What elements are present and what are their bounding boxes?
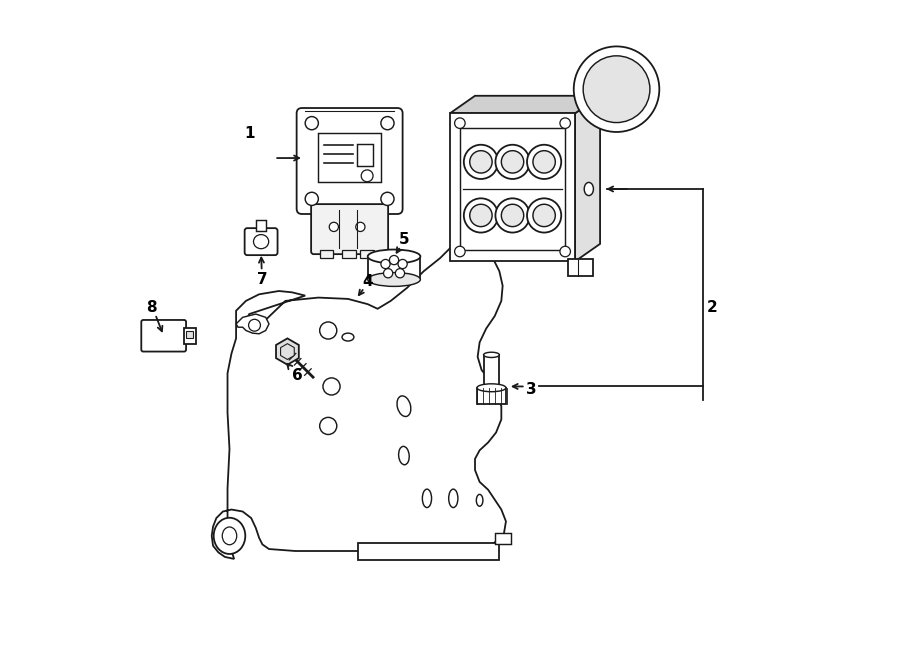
- Ellipse shape: [449, 489, 458, 508]
- Ellipse shape: [213, 518, 246, 554]
- Circle shape: [320, 322, 337, 339]
- Text: 6: 6: [292, 368, 302, 383]
- Circle shape: [527, 198, 562, 233]
- Circle shape: [454, 118, 465, 128]
- FancyBboxPatch shape: [311, 204, 388, 254]
- Bar: [368, 256, 420, 280]
- Circle shape: [381, 259, 390, 268]
- Circle shape: [395, 268, 405, 278]
- Polygon shape: [236, 314, 269, 334]
- Bar: [569, 259, 593, 276]
- Circle shape: [454, 247, 465, 256]
- Circle shape: [305, 116, 319, 130]
- Text: 4: 4: [363, 274, 373, 289]
- Bar: [256, 220, 266, 231]
- Circle shape: [329, 222, 338, 231]
- Circle shape: [381, 192, 394, 206]
- Polygon shape: [575, 96, 600, 261]
- Bar: [357, 143, 373, 166]
- Polygon shape: [276, 338, 299, 365]
- Circle shape: [381, 116, 394, 130]
- Bar: [184, 328, 196, 344]
- Text: 3: 3: [526, 382, 536, 397]
- Bar: [477, 388, 506, 405]
- Circle shape: [573, 46, 660, 132]
- Circle shape: [323, 378, 340, 395]
- Circle shape: [464, 145, 498, 179]
- Circle shape: [501, 151, 524, 173]
- Circle shape: [320, 417, 337, 434]
- Ellipse shape: [476, 494, 483, 506]
- Circle shape: [470, 151, 492, 173]
- Bar: [342, 250, 356, 258]
- FancyBboxPatch shape: [141, 320, 186, 352]
- Text: 1: 1: [244, 126, 255, 141]
- Bar: [360, 250, 373, 258]
- Circle shape: [398, 259, 407, 268]
- Circle shape: [533, 204, 555, 227]
- Ellipse shape: [254, 235, 269, 249]
- Bar: [460, 128, 565, 250]
- Bar: [450, 113, 575, 261]
- Circle shape: [464, 198, 498, 233]
- Ellipse shape: [368, 250, 420, 263]
- Circle shape: [533, 151, 555, 173]
- Polygon shape: [212, 242, 506, 559]
- Circle shape: [248, 319, 260, 331]
- Circle shape: [361, 170, 374, 182]
- Ellipse shape: [397, 396, 410, 416]
- Text: 2: 2: [706, 300, 717, 315]
- Polygon shape: [281, 344, 294, 360]
- FancyBboxPatch shape: [297, 108, 402, 214]
- Text: 5: 5: [399, 232, 410, 247]
- Circle shape: [495, 145, 529, 179]
- Ellipse shape: [368, 272, 420, 286]
- Ellipse shape: [483, 352, 500, 358]
- Circle shape: [495, 198, 529, 233]
- Circle shape: [583, 56, 650, 122]
- Ellipse shape: [222, 527, 237, 545]
- Circle shape: [560, 247, 571, 256]
- Circle shape: [470, 204, 492, 227]
- Ellipse shape: [342, 333, 354, 341]
- Circle shape: [305, 192, 319, 206]
- Circle shape: [501, 204, 524, 227]
- Ellipse shape: [584, 182, 593, 196]
- Circle shape: [560, 118, 571, 128]
- Circle shape: [383, 268, 392, 278]
- Bar: [186, 331, 193, 338]
- Bar: [320, 250, 334, 258]
- Text: 8: 8: [147, 300, 158, 315]
- Bar: [483, 355, 500, 387]
- FancyBboxPatch shape: [245, 228, 277, 255]
- Polygon shape: [450, 96, 600, 113]
- Bar: [358, 543, 500, 560]
- Circle shape: [527, 145, 562, 179]
- Bar: [495, 533, 511, 545]
- Bar: [319, 133, 381, 182]
- Ellipse shape: [422, 489, 432, 508]
- Ellipse shape: [477, 384, 506, 392]
- Text: 7: 7: [257, 272, 267, 287]
- Circle shape: [390, 255, 399, 264]
- Circle shape: [356, 222, 365, 231]
- Ellipse shape: [399, 446, 410, 465]
